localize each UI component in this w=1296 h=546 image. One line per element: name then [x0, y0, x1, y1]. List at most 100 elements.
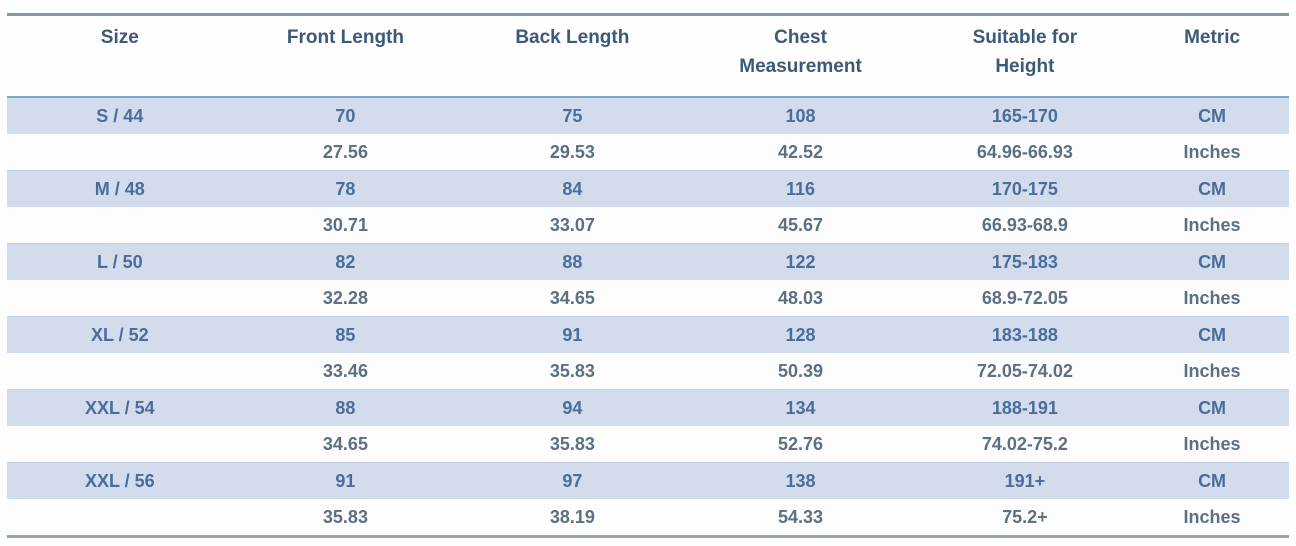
row-xl-52-inches: 33.46 35.83 50.39 72.05-74.02 Inches — [7, 353, 1289, 390]
cell-metric: CM — [1135, 243, 1289, 280]
cell-size — [7, 207, 233, 244]
cell-height: 74.02-75.2 — [914, 426, 1136, 463]
cell-front-length: 78 — [232, 170, 459, 207]
row-xxl-54-cm: XXL / 54 88 94 134 188-191 CM — [7, 389, 1289, 426]
cell-size — [7, 426, 233, 463]
column-header-metric: Metric — [1135, 14, 1289, 98]
column-header-chest-measurement-label: Chest Measurement — [739, 27, 862, 78]
cell-chest: 45.67 — [686, 207, 915, 244]
cell-metric: CM — [1135, 97, 1289, 134]
cell-chest: 128 — [686, 316, 915, 353]
cell-chest: 134 — [686, 389, 915, 426]
cell-front-length: 34.65 — [232, 426, 459, 463]
cell-height: 191+ — [914, 462, 1136, 499]
size-chart-table: Size Front Length Back Length Chest Meas… — [7, 13, 1289, 538]
cell-back-length: 33.07 — [458, 207, 687, 244]
cell-back-length: 84 — [458, 170, 687, 207]
column-header-front-length: Front Length — [232, 14, 459, 98]
row-l-50-inches: 32.28 34.65 48.03 68.9-72.05 Inches — [7, 280, 1289, 317]
cell-back-length: 75 — [458, 97, 687, 134]
cell-front-length: 32.28 — [232, 280, 459, 317]
header-row: Size Front Length Back Length Chest Meas… — [7, 14, 1289, 98]
row-s-44-cm: S / 44 70 75 108 165-170 CM — [7, 97, 1289, 134]
cell-front-length: 82 — [232, 243, 459, 280]
cell-back-length: 29.53 — [458, 134, 687, 171]
cell-height: 165-170 — [914, 97, 1136, 134]
cell-height: 175-183 — [914, 243, 1136, 280]
column-header-front-length-label: Front Length — [286, 27, 404, 48]
row-m-48-cm: M / 48 78 84 116 170-175 CM — [7, 170, 1289, 207]
cell-chest: 50.39 — [686, 353, 915, 390]
cell-front-length: 35.83 — [232, 499, 459, 537]
cell-size: L / 50 — [7, 243, 233, 280]
cell-chest: 108 — [686, 97, 915, 134]
cell-metric: Inches — [1135, 499, 1289, 537]
cell-back-length: 91 — [458, 316, 687, 353]
cell-front-length: 70 — [232, 97, 459, 134]
column-header-back-length: Back Length — [458, 14, 687, 98]
cell-front-length: 30.71 — [232, 207, 459, 244]
row-m-48-inches: 30.71 33.07 45.67 66.93-68.9 Inches — [7, 207, 1289, 244]
cell-chest: 52.76 — [686, 426, 915, 463]
cell-metric: CM — [1135, 170, 1289, 207]
row-xl-52-cm: XL / 52 85 91 128 183-188 CM — [7, 316, 1289, 353]
column-header-suitable-height-label: Suitable for Height — [972, 27, 1078, 78]
row-l-50-cm: L / 50 82 88 122 175-183 CM — [7, 243, 1289, 280]
cell-front-length: 27.56 — [232, 134, 459, 171]
cell-height: 68.9-72.05 — [914, 280, 1136, 317]
cell-size: XL / 52 — [7, 316, 233, 353]
cell-metric: Inches — [1135, 207, 1289, 244]
cell-metric: Inches — [1135, 353, 1289, 390]
column-header-metric-label: Metric — [1184, 27, 1241, 48]
cell-height: 183-188 — [914, 316, 1136, 353]
cell-metric: Inches — [1135, 134, 1289, 171]
cell-back-length: 88 — [458, 243, 687, 280]
cell-chest: 48.03 — [686, 280, 915, 317]
column-header-size: Size — [7, 14, 233, 98]
column-header-back-length-label: Back Length — [515, 27, 630, 48]
cell-height: 75.2+ — [914, 499, 1136, 537]
row-xxl-56-inches: 35.83 38.19 54.33 75.2+ Inches — [7, 499, 1289, 537]
cell-size — [7, 134, 233, 171]
cell-back-length: 34.65 — [458, 280, 687, 317]
column-header-size-label: Size — [100, 27, 139, 48]
column-header-suitable-height: Suitable for Height — [914, 14, 1136, 98]
size-chart-page: Size Front Length Back Length Chest Meas… — [0, 13, 1296, 546]
cell-metric: Inches — [1135, 280, 1289, 317]
cell-size — [7, 280, 233, 317]
cell-height: 188-191 — [914, 389, 1136, 426]
column-header-chest-measurement: Chest Measurement — [686, 14, 915, 98]
cell-metric: CM — [1135, 462, 1289, 499]
cell-chest: 42.52 — [686, 134, 915, 171]
cell-metric: Inches — [1135, 426, 1289, 463]
table-header: Size Front Length Back Length Chest Meas… — [7, 14, 1289, 98]
cell-height: 66.93-68.9 — [914, 207, 1136, 244]
cell-front-length: 33.46 — [232, 353, 459, 390]
row-xxl-56-cm: XXL / 56 91 97 138 191+ CM — [7, 462, 1289, 499]
cell-height: 72.05-74.02 — [914, 353, 1136, 390]
row-s-44-inches: 27.56 29.53 42.52 64.96-66.93 Inches — [7, 134, 1289, 171]
cell-height: 64.96-66.93 — [914, 134, 1136, 171]
cell-back-length: 38.19 — [458, 499, 687, 537]
cell-size: M / 48 — [7, 170, 233, 207]
cell-back-length: 97 — [458, 462, 687, 499]
cell-metric: CM — [1135, 389, 1289, 426]
cell-size — [7, 353, 233, 390]
cell-chest: 116 — [686, 170, 915, 207]
cell-chest: 54.33 — [686, 499, 915, 537]
cell-height: 170-175 — [914, 170, 1136, 207]
cell-metric: CM — [1135, 316, 1289, 353]
cell-size: XXL / 56 — [7, 462, 233, 499]
table-body: S / 44 70 75 108 165-170 CM 27.56 29.53 … — [7, 97, 1289, 537]
cell-back-length: 94 — [458, 389, 687, 426]
row-xxl-54-inches: 34.65 35.83 52.76 74.02-75.2 Inches — [7, 426, 1289, 463]
cell-front-length: 88 — [232, 389, 459, 426]
cell-front-length: 85 — [232, 316, 459, 353]
cell-front-length: 91 — [232, 462, 459, 499]
cell-back-length: 35.83 — [458, 353, 687, 390]
cell-size: XXL / 54 — [7, 389, 233, 426]
cell-chest: 122 — [686, 243, 915, 280]
cell-chest: 138 — [686, 462, 915, 499]
cell-back-length: 35.83 — [458, 426, 687, 463]
cell-size: S / 44 — [7, 97, 233, 134]
